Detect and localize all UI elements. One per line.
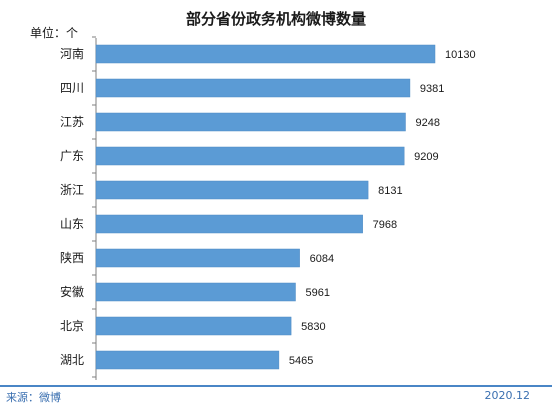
category-label: 广东 [60, 149, 84, 163]
category-label: 浙江 [60, 183, 84, 197]
value-label: 9248 [415, 117, 439, 129]
bar [95, 214, 363, 234]
bar [95, 248, 300, 268]
bar [95, 316, 292, 336]
value-label: 7968 [373, 219, 397, 231]
bar [95, 350, 280, 370]
bar [95, 78, 411, 98]
bar [95, 282, 296, 302]
source-note: 来源：微博 [6, 391, 61, 404]
footer-divider [0, 385, 552, 387]
category-label: 安徽 [60, 284, 84, 299]
category-label: 河南 [60, 46, 84, 61]
category-label: 北京 [60, 319, 84, 333]
value-label: 6084 [310, 253, 334, 265]
value-label: 5961 [305, 287, 329, 299]
value-label: 5465 [289, 355, 313, 367]
bar [95, 44, 436, 64]
bar-chart: 河南 10130 四川 9381 江苏 9248 广东 9209 浙江 8131 山东 7968 陕西 6… [60, 36, 476, 380]
bar [95, 146, 405, 166]
value-label: 8131 [378, 185, 402, 197]
category-label: 湖北 [60, 352, 84, 367]
category-label: 山东 [60, 217, 84, 231]
value-label: 9209 [414, 151, 438, 163]
category-label: 江苏 [60, 115, 84, 129]
chart-title: 部分省份政务机构微博数量 [185, 10, 366, 28]
unit-label: 单位：个 [30, 26, 79, 40]
bar [95, 112, 406, 132]
value-label: 5830 [301, 321, 325, 333]
category-label: 陕西 [60, 250, 84, 265]
bar [95, 180, 369, 200]
date-label: 2020.12 [484, 389, 531, 402]
value-label: 10130 [445, 49, 476, 61]
value-label: 9381 [420, 83, 444, 95]
category-label: 四川 [60, 81, 84, 95]
